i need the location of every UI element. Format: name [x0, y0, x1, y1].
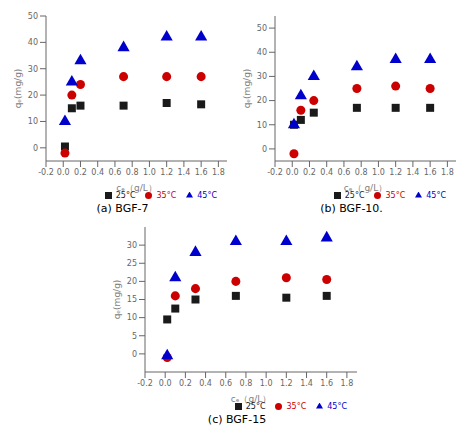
html-text:(a) BGF-7: (a) BGF-7 [96, 202, 149, 215]
svg-text:1.2: 1.2 [389, 168, 402, 177]
svg-text:1.0: 1.0 [372, 168, 385, 177]
svg-text:1.6: 1.6 [195, 168, 208, 177]
html-text:35°C: 35°C [385, 191, 406, 200]
svg-text:qₑ(mg/g): qₑ(mg/g) [112, 280, 122, 320]
svg-text:0.0: 0.0 [286, 168, 299, 177]
svg-text:1.0: 1.0 [143, 168, 156, 177]
svg-text:15: 15 [127, 295, 137, 304]
svg-text:10: 10 [28, 117, 38, 126]
svg-text:40: 40 [257, 48, 267, 57]
svg-text:20: 20 [257, 96, 267, 105]
svg-text:10: 10 [127, 313, 137, 322]
html-text:45°C: 45°C [327, 402, 347, 411]
html-text:45°C: 45°C [426, 191, 446, 200]
svg-text:0.4: 0.4 [199, 379, 212, 388]
svg-text:qₑ(mg/g): qₑ(mg/g) [13, 69, 23, 109]
svg-text:1.4: 1.4 [178, 168, 191, 177]
svg-text:-0.2: -0.2 [38, 168, 54, 177]
svg-text:0.8: 0.8 [126, 168, 139, 177]
svg-text:5: 5 [132, 332, 137, 341]
svg-text:30: 30 [257, 72, 267, 81]
svg-text:0.4: 0.4 [320, 168, 333, 177]
svg-text:0.0: 0.0 [159, 379, 172, 388]
svg-text:1.2: 1.2 [280, 379, 293, 388]
html-text:(c) BGF-15: (c) BGF-15 [207, 413, 267, 426]
svg-text:1.4: 1.4 [300, 379, 313, 388]
html-text:45°C: 45°C [197, 191, 217, 200]
svg-text:1.6: 1.6 [424, 168, 437, 177]
svg-text:1.4: 1.4 [407, 168, 420, 177]
svg-text:1.0: 1.0 [260, 379, 273, 388]
svg-text:-0.2: -0.2 [267, 168, 283, 177]
svg-text:0: 0 [132, 350, 137, 359]
svg-text:1.8: 1.8 [341, 379, 354, 388]
svg-text:cₑ（g/L）: cₑ（g/L） [116, 183, 156, 193]
svg-text:1.8: 1.8 [441, 168, 454, 177]
svg-text:40: 40 [28, 38, 38, 47]
svg-text:20: 20 [127, 277, 137, 286]
svg-text:cₑ（ g/L）: cₑ（ g/L） [344, 183, 387, 193]
svg-text:0: 0 [262, 145, 267, 154]
svg-text:25: 25 [127, 259, 137, 268]
svg-text:0.8: 0.8 [355, 168, 368, 177]
svg-text:cₑ（g/L）: cₑ（g/L） [231, 394, 271, 404]
svg-text:0.0: 0.0 [57, 168, 70, 177]
svg-text:1.8: 1.8 [212, 168, 225, 177]
html-text:(b) BGF-10.: (b) BGF-10. [320, 202, 383, 215]
svg-text:1.6: 1.6 [320, 379, 333, 388]
svg-text:-0.2: -0.2 [137, 379, 153, 388]
html-text:35°C: 35°C [156, 191, 177, 200]
svg-text:20: 20 [28, 91, 38, 100]
html-text:25°C: 25°C [115, 191, 136, 200]
html-text:25°C: 25°C [245, 402, 266, 411]
svg-text:10: 10 [257, 121, 267, 130]
svg-text:30: 30 [28, 65, 38, 74]
svg-text:50: 50 [257, 24, 267, 33]
html-text:25°C: 25°C [344, 191, 365, 200]
svg-text:50: 50 [28, 12, 38, 21]
svg-text:30: 30 [127, 241, 137, 250]
svg-text:0.8: 0.8 [240, 379, 253, 388]
svg-text:0.2: 0.2 [303, 168, 316, 177]
svg-text:0.2: 0.2 [179, 379, 192, 388]
html-text:35°C: 35°C [286, 402, 307, 411]
svg-text:1.2: 1.2 [160, 168, 173, 177]
svg-text:0.6: 0.6 [109, 168, 122, 177]
svg-text:0.6: 0.6 [338, 168, 351, 177]
svg-text:0.6: 0.6 [219, 379, 232, 388]
svg-text:0: 0 [33, 144, 38, 153]
svg-text:qₑ(mg/g): qₑ(mg/g) [242, 69, 252, 109]
svg-text:0.4: 0.4 [91, 168, 104, 177]
svg-text:0.2: 0.2 [74, 168, 87, 177]
